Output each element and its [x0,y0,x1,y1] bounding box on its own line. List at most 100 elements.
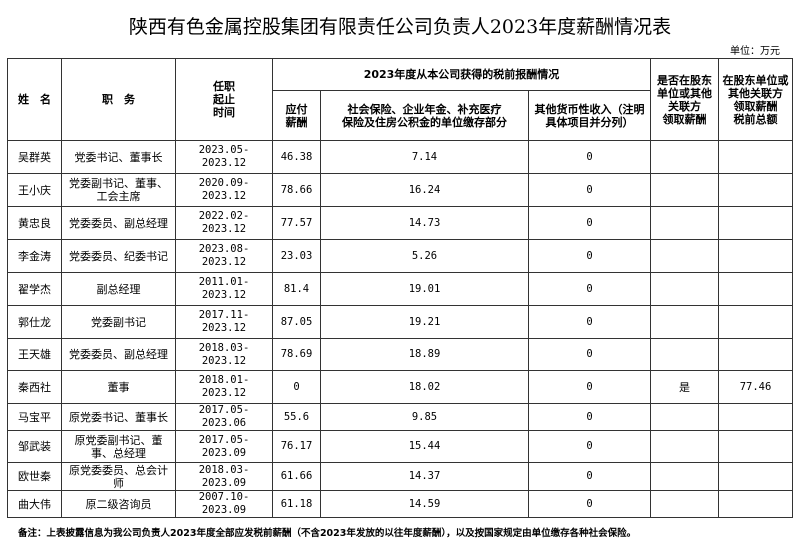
table-row: 曲大伟 原二级咨询员 2007.10-2023.09 61.18 14.59 0 [7,490,793,518]
header-insurance: 社会保险、企业年金、补充医疗 保险及住房公积金的单位缴存部分 [320,90,529,141]
cell-total: 77.46 [718,370,793,404]
cell-position: 原党委副书记、董事、总经理 [61,430,176,463]
cell-total [718,173,793,207]
cell-name: 王天雄 [7,338,62,371]
cell-insurance: 14.73 [320,206,529,240]
header-name: 姓 名 [7,58,62,141]
table-row: 黄忠良 党委委员、副总经理 2022.02-2023.12 77.57 14.73 0 [7,206,793,240]
cell-other: 0 [528,370,651,404]
cell-name: 王小庆 [7,173,62,207]
table-row: 邹武装 原党委副书记、董事、总经理 2017.05-2023.09 76.17 15.4… [7,430,793,463]
cell-flag [650,490,719,518]
cell-name: 黄忠良 [7,206,62,240]
cell-other: 0 [528,305,651,339]
cell-name: 郭仕龙 [7,305,62,339]
cell-name: 欧世秦 [7,462,62,491]
cell-name: 秦西社 [7,370,62,404]
cell-salary: 81.4 [272,272,321,306]
cell-position: 党委委员、副总经理 [61,338,176,371]
cell-total [718,140,793,174]
header-group: 2023年度从本公司获得的税前报酬情况 [272,58,651,91]
cell-total [718,239,793,273]
cell-salary: 76.17 [272,430,321,463]
cell-position: 副总经理 [61,272,176,306]
cell-other: 0 [528,338,651,371]
cell-insurance: 15.44 [320,430,529,463]
cell-insurance: 14.59 [320,490,529,518]
header-shareholder-total: 在股东单位或 其他关联方 领取薪酬 税前总额 [718,58,793,141]
cell-insurance: 19.21 [320,305,529,339]
table-row: 翟学杰 副总经理 2011.01-2023.12 81.4 19.01 0 [7,272,793,306]
cell-tenure: 2022.02-2023.12 [175,206,273,240]
cell-tenure: 2023.05-2023.12 [175,140,273,174]
cell-total [718,430,793,463]
cell-total [718,305,793,339]
cell-total [718,462,793,491]
cell-salary: 87.05 [272,305,321,339]
cell-insurance: 18.02 [320,370,529,404]
cell-position: 党委委员、副总经理 [61,206,176,240]
cell-salary: 0 [272,370,321,404]
header-tenure: 任职 起止 时间 [175,58,273,141]
cell-position: 原二级咨询员 [61,490,176,518]
cell-tenure: 2018.03-2023.09 [175,462,273,491]
cell-total [718,338,793,371]
cell-other: 0 [528,462,651,491]
cell-other: 0 [528,272,651,306]
cell-position: 原党委委员、总会计师 [61,462,176,491]
cell-other: 0 [528,430,651,463]
cell-name: 翟学杰 [7,272,62,306]
cell-insurance: 9.85 [320,403,529,431]
unit-label: 单位：万元 [730,46,780,57]
cell-position: 原党委书记、董事长 [61,403,176,431]
cell-salary: 23.03 [272,239,321,273]
header-salary: 应付 薪酬 [272,90,321,141]
cell-name: 吴群英 [7,140,62,174]
cell-insurance: 7.14 [320,140,529,174]
cell-flag [650,462,719,491]
cell-tenure: 2017.11-2023.12 [175,305,273,339]
salary-table: 姓 名 职 务 任职 起止 时间 2023年度从本公司获得的税前报酬情况 是否在… [7,58,793,518]
cell-total [718,403,793,431]
cell-flag [650,173,719,207]
cell-position: 党委委员、纪委书记 [61,239,176,273]
cell-name: 曲大伟 [7,490,62,518]
table-row: 马宝平 原党委书记、董事长 2017.05-2023.06 55.6 9.85 0 [7,403,793,431]
cell-total [718,272,793,306]
cell-insurance: 14.37 [320,462,529,491]
cell-name: 李金涛 [7,239,62,273]
cell-other: 0 [528,239,651,273]
table-row: 王天雄 党委委员、副总经理 2018.03-2023.12 78.69 18.89 0 [7,338,793,371]
cell-insurance: 5.26 [320,239,529,273]
cell-tenure: 2017.05-2023.06 [175,403,273,431]
cell-salary: 78.69 [272,338,321,371]
cell-insurance: 16.24 [320,173,529,207]
table-row: 秦西社 董事 2018.01-2023.12 0 18.02 0 是 77.46 [7,370,793,404]
table-row: 欧世秦 原党委委员、总会计师 2018.03-2023.09 61.66 14.37 0 [7,462,793,491]
table-row: 郭仕龙 党委副书记 2017.11-2023.12 87.05 19.21 0 [7,305,793,339]
cell-flag [650,239,719,273]
header-position: 职 务 [61,58,176,141]
cell-position: 董事 [61,370,176,404]
cell-tenure: 2018.01-2023.12 [175,370,273,404]
cell-flag [650,305,719,339]
cell-other: 0 [528,173,651,207]
cell-flag [650,206,719,240]
cell-position: 党委副书记 [61,305,176,339]
cell-salary: 46.38 [272,140,321,174]
cell-total [718,206,793,240]
cell-tenure: 2011.01-2023.12 [175,272,273,306]
cell-salary: 78.66 [272,173,321,207]
cell-flag [650,272,719,306]
footnote: 备注：上表披露信息为我公司负责人2023年度全部应发税前薪酬（不含2023年发放… [18,528,637,539]
cell-other: 0 [528,206,651,240]
cell-flag [650,430,719,463]
cell-salary: 61.66 [272,462,321,491]
cell-salary: 61.18 [272,490,321,518]
cell-insurance: 18.89 [320,338,529,371]
cell-flag: 是 [650,370,719,404]
cell-tenure: 2007.10-2023.09 [175,490,273,518]
cell-tenure: 2023.08-2023.12 [175,239,273,273]
cell-flag [650,140,719,174]
cell-flag [650,338,719,371]
